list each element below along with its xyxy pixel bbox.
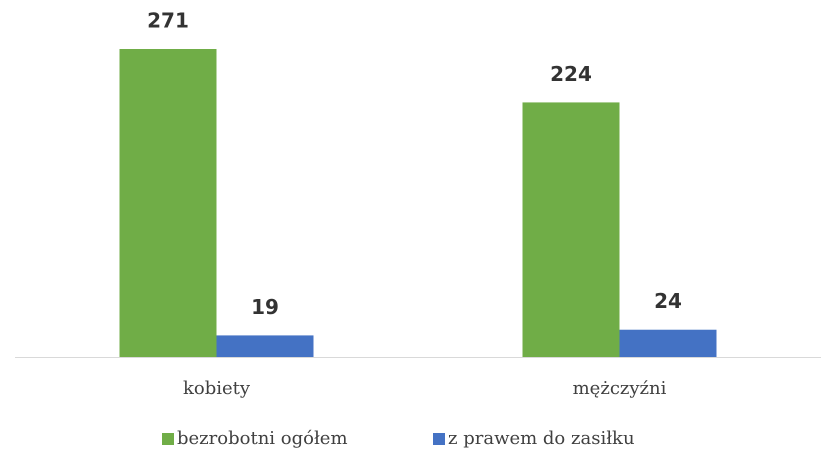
x-tick-label: kobiety [183,378,251,399]
legend-swatch [433,433,445,445]
legend-swatch [162,433,174,445]
data-label: 271 [147,9,189,33]
bar [619,329,717,357]
data-label: 19 [251,295,279,319]
legend-label: z prawem do zasiłku [448,428,635,449]
bar [522,102,620,357]
legend-label: bezrobotni ogółem [177,428,348,449]
data-label: 24 [654,289,682,313]
data-label: 224 [550,62,592,86]
x-tick-label: mężczyźni [573,378,667,399]
bar [119,49,217,357]
bar [216,335,314,357]
